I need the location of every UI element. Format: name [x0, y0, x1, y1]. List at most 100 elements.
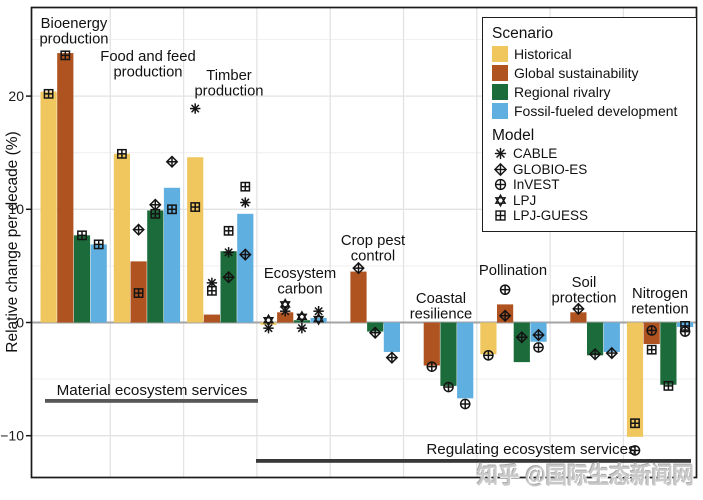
- square-plus-marker-icon: [206, 285, 217, 296]
- legend-item-lpj: LPJ: [492, 193, 688, 209]
- asterisk-marker-icon: [280, 305, 291, 317]
- regional-rivalry-color-swatch: [492, 83, 508, 100]
- bar: [187, 157, 204, 323]
- bar: [440, 322, 457, 386]
- legend-label: Regional rivalry: [514, 83, 611, 100]
- bar: [40, 91, 57, 323]
- y-axis-title: Relative change per decade (%): [4, 131, 21, 353]
- diamond-plus-marker-icon: [132, 223, 145, 236]
- bar: [660, 322, 677, 385]
- plot-frame: [30, 6, 698, 479]
- bar: [73, 235, 91, 323]
- historical-color-swatch: [492, 45, 508, 62]
- star-of-david-marker-icon: [313, 312, 325, 326]
- star-of-david-marker-icon: [296, 310, 308, 324]
- bar: [626, 322, 644, 437]
- square-plus-marker-icon: [133, 288, 144, 298]
- legend-item-globio-es: GLOBIO-ES: [492, 162, 688, 178]
- circle-plus-marker-icon: [443, 381, 454, 393]
- square-plus-marker-icon: [150, 208, 161, 219]
- square-plus-marker-icon: [663, 380, 674, 391]
- legend-label: Fossil-fueled development: [514, 102, 678, 119]
- asterisk-marker-icon: [492, 146, 509, 161]
- legend-label: CABLE: [513, 146, 558, 162]
- square-plus-marker-icon: [630, 418, 640, 429]
- y-tick-label: 10: [8, 201, 24, 217]
- asterisk-marker-icon: [240, 197, 251, 208]
- asterisk-marker-icon: [223, 247, 234, 258]
- star-of-david-marker-icon: [262, 313, 275, 327]
- group-label: Crop pest: [341, 233, 405, 249]
- square-plus-marker-icon: [646, 344, 657, 355]
- group-label: resilience: [410, 307, 473, 323]
- star-of-david-marker-icon: [494, 193, 507, 207]
- bar: [457, 322, 474, 399]
- asterisk-marker-icon: [263, 322, 274, 334]
- legend-item-historical: Historical: [492, 44, 688, 63]
- group-label: Ecosystem: [264, 266, 336, 282]
- diamond-plus-marker-icon: [532, 328, 545, 342]
- square-plus-marker-icon: [93, 239, 104, 250]
- bar: [603, 322, 620, 352]
- bar: [423, 322, 440, 366]
- bar: [480, 322, 497, 355]
- circle-plus-marker-icon: [629, 445, 641, 456]
- diamond-plus-marker-icon: [588, 347, 602, 361]
- diamond-plus-marker-icon: [239, 248, 252, 261]
- group-label: Pollination: [479, 263, 547, 279]
- circle-plus-marker-icon: [679, 326, 691, 337]
- circle-plus-marker-icon: [646, 325, 658, 336]
- asterisk-marker-icon: [190, 103, 201, 114]
- bar: [383, 322, 400, 352]
- group-label: production: [113, 65, 182, 81]
- section-label: Regulating ecosystem services: [426, 441, 636, 458]
- bar: [570, 312, 587, 323]
- legend-label: LPJ-GUESS: [513, 208, 589, 224]
- legend-label: Global sustainability: [514, 64, 639, 81]
- diamond-plus-marker-icon: [572, 302, 585, 316]
- diamond-plus-marker-icon: [498, 309, 512, 322]
- square-plus-marker-icon: [60, 50, 71, 61]
- legend-label: LPJ: [513, 192, 537, 208]
- legend-item-fossil-fueled-development: Fossil-fueled development: [492, 101, 688, 120]
- legend-label: InVEST: [513, 177, 560, 193]
- diamond-plus-marker-icon: [368, 326, 382, 339]
- bar: [350, 271, 367, 323]
- group-label: carbon: [277, 282, 322, 298]
- diamond-plus-marker-icon: [385, 351, 399, 364]
- circle-plus-marker-icon: [494, 179, 507, 191]
- diamond-plus-marker-icon: [605, 346, 619, 360]
- group-label: control: [351, 249, 395, 265]
- bar: [237, 213, 254, 323]
- asterisk-marker-icon: [313, 305, 324, 317]
- asterisk-marker-icon: [296, 322, 308, 334]
- star-of-david-marker-icon: [492, 193, 509, 208]
- square-plus-marker-icon: [116, 148, 127, 159]
- bar: [310, 317, 327, 323]
- bar: [220, 251, 237, 323]
- bar: [113, 153, 130, 323]
- diamond-plus-marker-icon: [149, 198, 162, 212]
- group-label: Timber: [206, 68, 252, 84]
- square-plus-marker-icon: [495, 210, 506, 221]
- diamond-plus-marker-icon: [492, 162, 509, 177]
- bar: [587, 322, 604, 356]
- legend-item-global-sustainability: Global sustainability: [492, 63, 688, 82]
- diamond-plus-marker-icon: [222, 270, 235, 284]
- group-label: protection: [552, 291, 617, 307]
- fossil-fueled-development-color-swatch: [492, 102, 508, 119]
- legend-scenario-title: Scenario: [492, 25, 554, 42]
- group-label: production: [194, 84, 263, 100]
- group-label: Food and feed: [100, 49, 195, 65]
- legend-item-cable: CABLE: [492, 146, 688, 162]
- diamond-plus-marker-icon: [165, 155, 179, 169]
- square-plus-marker-icon: [223, 225, 234, 236]
- y-tick-label: −10: [0, 428, 24, 444]
- diamond-plus-marker-icon: [352, 261, 365, 275]
- group-label: Bioenergy: [41, 16, 108, 32]
- watermark-zhihu: 知乎 @国际生态新闻网: [477, 462, 694, 488]
- group-label: retention: [631, 302, 689, 318]
- square-plus-marker-icon: [492, 208, 509, 223]
